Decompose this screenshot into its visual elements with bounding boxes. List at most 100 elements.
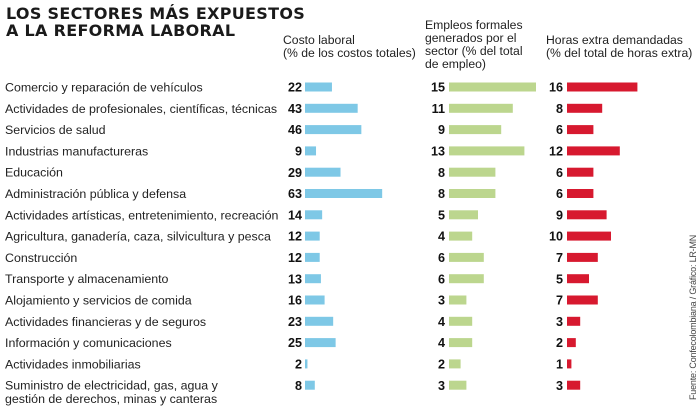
category-label-actividades-financieras-y-de-seguros: Actividades financieras y de seguros <box>5 315 206 329</box>
value-label-series1-row13: 25 <box>288 336 302 350</box>
value-label-series2-row15: 3 <box>438 379 445 393</box>
value-label-series2-row12: 4 <box>438 315 445 329</box>
value-label-series1-row8: 12 <box>288 230 302 244</box>
bar-series2-row6 <box>449 189 496 198</box>
source-note: Fuente: Confecolombiana / Gráfico: LR-MN <box>688 234 698 400</box>
value-label-series1-row3: 46 <box>288 123 302 137</box>
value-label-series2-row4: 13 <box>431 145 445 159</box>
bar-series3-row12 <box>567 316 581 326</box>
value-label-series1-row2: 43 <box>288 102 302 116</box>
value-label-series2-row1: 15 <box>431 81 445 95</box>
value-label-series2-row11: 3 <box>438 294 445 308</box>
value-label-series1-row4: 9 <box>295 145 302 159</box>
value-label-series1-row12: 23 <box>288 315 302 329</box>
value-label-series2-row14: 2 <box>438 358 445 372</box>
category-label-informacion-y-comunicaciones: Información y comunicaciones <box>5 336 172 350</box>
bar-series1-row14 <box>305 359 308 369</box>
header-empleos-formales: Empleos formales generados por el sector… <box>425 19 540 71</box>
header-horas-extra: Horas extra demandadas (% del total de h… <box>546 34 698 60</box>
category-label-servicios-de-salud: Servicios de salud <box>5 123 106 137</box>
value-label-series1-row7: 14 <box>288 208 302 222</box>
bar-series1-row4 <box>305 146 317 156</box>
category-label-educacion: Educación <box>5 166 63 180</box>
value-label-series3-row3: 6 <box>556 123 563 137</box>
header-line: (% del total de horas extra) <box>546 46 693 60</box>
bar-series3-row11 <box>567 295 598 305</box>
bar-series2-row3 <box>449 125 502 135</box>
value-label-series3-row12: 3 <box>556 315 563 329</box>
value-label-series3-row7: 9 <box>556 208 563 222</box>
bar-series2-row7 <box>449 210 478 220</box>
value-label-series1-row9: 12 <box>288 251 302 265</box>
value-label-series1-row11: 16 <box>288 294 302 308</box>
bar-series3-row9 <box>567 252 598 262</box>
value-label-series2-row8: 4 <box>438 230 445 244</box>
bar-series1-row2 <box>305 103 358 113</box>
bar-series2-row9 <box>449 252 484 262</box>
bar-series1-row12 <box>305 316 334 326</box>
bar-series2-row1 <box>449 82 536 92</box>
bar-series3-row15 <box>567 380 581 390</box>
bar-series3-row7 <box>567 210 607 220</box>
bar-series3-row3 <box>567 125 594 135</box>
bar-series3-row4 <box>567 146 620 156</box>
category-label-transporte-y-almacenamiento: Transporte y almacenamiento <box>5 272 169 286</box>
header-line: de empleo) <box>425 57 486 71</box>
value-label-series3-row6: 6 <box>556 187 563 201</box>
category-label-actividades-de-profesionales-cientificas: Actividades de profesionales, científica… <box>5 102 277 116</box>
value-label-series2-row3: 9 <box>438 123 445 137</box>
value-label-series2-row10: 6 <box>438 272 445 286</box>
value-label-series2-row2: 11 <box>432 102 445 116</box>
category-label-comercio-y-reparacion-de-vehiculos: Comercio y reparación de vehículos <box>5 81 203 95</box>
value-label-series2-row5: 8 <box>438 166 445 180</box>
value-label-series3-row5: 6 <box>556 166 563 180</box>
bar-series1-row10 <box>305 274 321 284</box>
value-label-series3-row9: 7 <box>556 251 563 265</box>
value-label-series3-row2: 8 <box>556 102 563 116</box>
value-label-series2-row9: 6 <box>438 251 445 265</box>
bar-series1-row1 <box>305 82 332 92</box>
value-label-series3-row15: 3 <box>556 379 563 393</box>
bar-series3-row8 <box>567 231 611 241</box>
bar-series3-row1 <box>567 82 638 92</box>
category-label-actividades-inmobiliarias: Actividades inmobiliarias <box>5 357 141 371</box>
bar-series3-row10 <box>567 274 589 284</box>
category-label-administracion-publica-y-defensa: Administración pública y defensa <box>5 187 186 201</box>
bar-series1-row9 <box>305 252 320 262</box>
value-label-series3-row8: 10 <box>549 230 563 244</box>
value-label-series1-row15: 8 <box>295 379 302 393</box>
bar-series2-row8 <box>449 231 473 241</box>
header-costo-laboral: Costo laboral (% de los costos totales) <box>283 34 433 60</box>
value-label-series1-row10: 13 <box>288 272 302 286</box>
bar-series2-row14 <box>449 359 461 369</box>
bar-series2-row13 <box>449 338 473 348</box>
bar-series1-row11 <box>305 295 325 305</box>
value-label-series3-row11: 7 <box>556 294 563 308</box>
bar-series1-row7 <box>305 210 323 220</box>
bar-series3-row5 <box>567 167 594 177</box>
value-label-series1-row14: 2 <box>295 358 302 372</box>
bar-series2-row11 <box>449 295 467 305</box>
header-line: Horas extra demandadas <box>546 33 683 47</box>
header-line: Costo laboral <box>283 33 355 47</box>
header-line: (% de los costos totales) <box>283 46 416 60</box>
value-label-series3-row13: 2 <box>556 336 563 350</box>
bar-series2-row12 <box>449 316 473 326</box>
value-label-series3-row4: 12 <box>549 145 563 159</box>
value-label-series3-row10: 5 <box>556 272 563 286</box>
category-label-construccion: Construcción <box>5 251 77 265</box>
value-label-series2-row7: 5 <box>438 208 445 222</box>
bar-series3-row6 <box>567 189 594 198</box>
bar-series1-row6 <box>305 189 383 198</box>
header-line: sector (% del total <box>425 44 523 58</box>
bar-series3-row2 <box>567 103 603 113</box>
bar-series1-row13 <box>305 338 336 348</box>
bar-series1-row15 <box>305 380 315 390</box>
value-label-series3-row1: 16 <box>549 81 563 95</box>
category-label-actividades-artisticas-entretenimiento-r: Actividades artísticas, entretenimiento,… <box>5 208 279 222</box>
value-label-series1-row6: 63 <box>288 187 302 201</box>
bar-series1-row3 <box>305 125 362 135</box>
category-label-alojamiento-y-servicios-de-comida: Alojamiento y servicios de comida <box>5 294 192 308</box>
bar-series3-row14 <box>567 359 572 369</box>
